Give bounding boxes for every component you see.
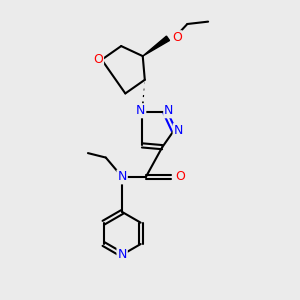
Text: N: N	[117, 248, 127, 261]
Text: O: O	[175, 170, 185, 183]
Text: O: O	[93, 53, 103, 66]
Text: O: O	[172, 31, 182, 44]
Text: N: N	[164, 104, 174, 117]
Polygon shape	[143, 36, 169, 56]
Text: N: N	[174, 124, 183, 137]
Text: N: N	[136, 104, 145, 117]
Text: N: N	[117, 170, 127, 183]
